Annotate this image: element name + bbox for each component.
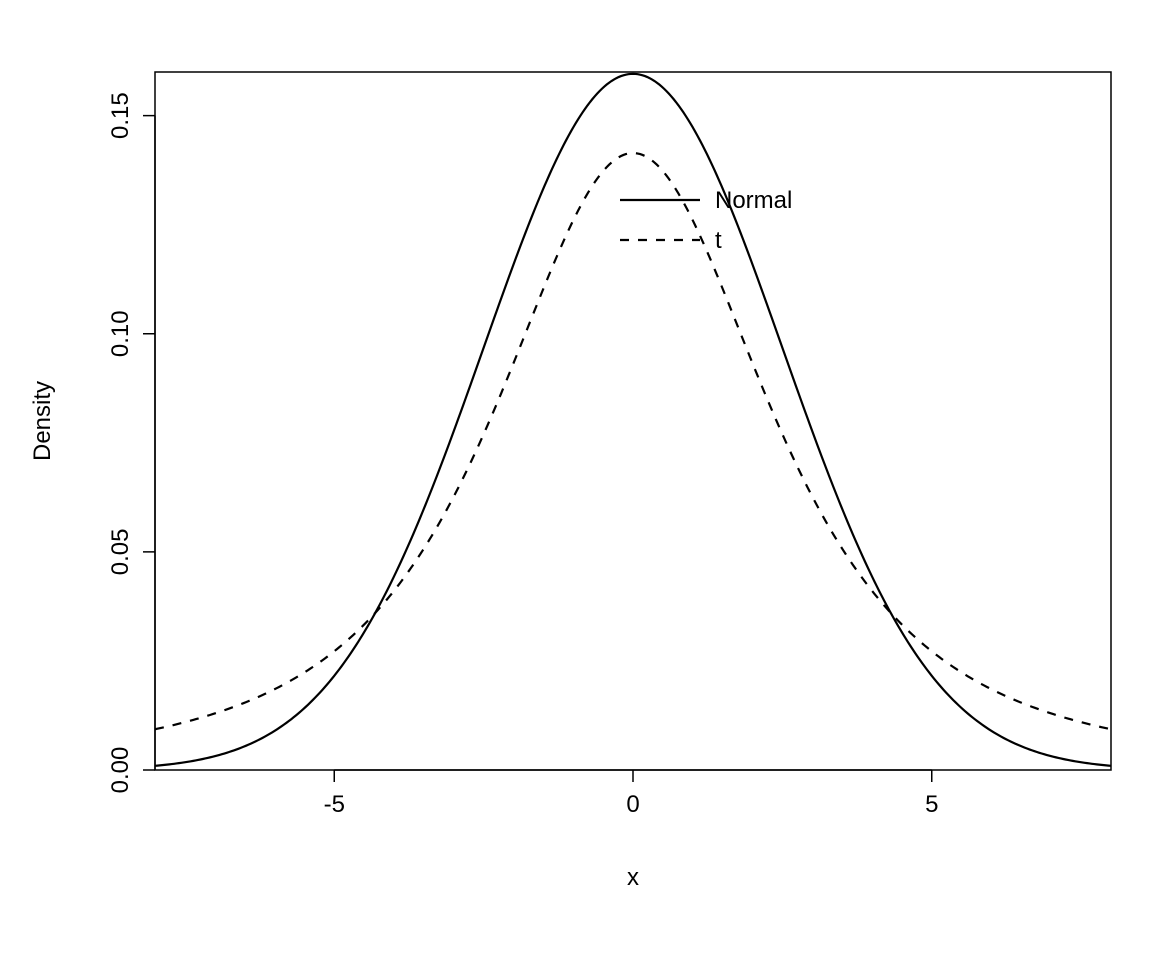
chart-background (0, 0, 1152, 960)
y-tick-label: 0.00 (107, 747, 134, 794)
x-tick-label: -5 (324, 791, 345, 818)
y-tick-label: 0.10 (107, 310, 134, 357)
x-tick-label: 0 (626, 791, 639, 818)
x-axis-label: x (627, 864, 639, 891)
legend-label: t (715, 227, 722, 254)
density-chart: -5 0 5 0.00 0.05 0.10 0.15 Normal t x Density (0, 0, 1152, 960)
y-tick-label: 0.15 (107, 92, 134, 139)
x-tick-label: 5 (925, 791, 938, 818)
legend-label: Normal (715, 187, 792, 214)
y-axis-label: Density (29, 381, 56, 461)
y-tick-label: 0.05 (107, 529, 134, 576)
